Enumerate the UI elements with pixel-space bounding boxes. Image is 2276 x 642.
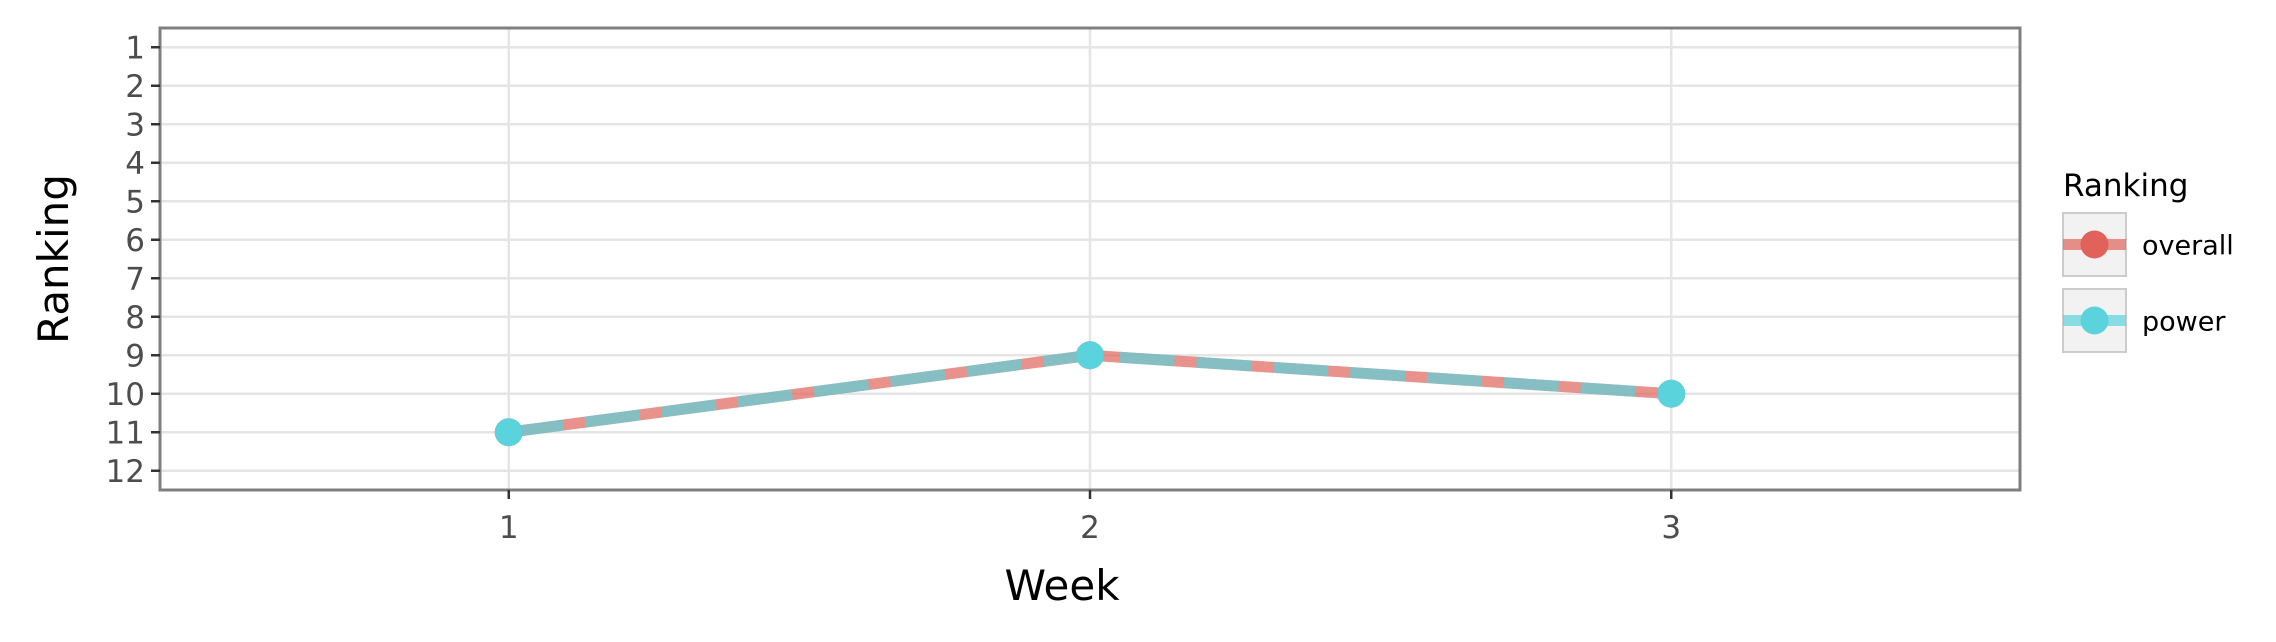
y-tick-label: 11 xyxy=(106,415,145,451)
legend-item-power: power xyxy=(2062,288,2226,353)
y-tick-label: 12 xyxy=(106,454,145,490)
x-axis: 1 2 3 xyxy=(499,490,1681,546)
y-tick-label: 5 xyxy=(125,184,145,220)
grid-lines xyxy=(160,28,2020,490)
series-point-power xyxy=(1076,341,1104,370)
series-point-power xyxy=(494,418,523,447)
legend: Ranking overall power xyxy=(2062,168,2234,353)
legend-item-overall: overall xyxy=(2062,212,2234,277)
x-axis-title: Week xyxy=(1004,561,1120,610)
y-tick-label: 2 xyxy=(125,69,145,105)
x-tick-label: 1 xyxy=(499,510,519,546)
x-tick-label: 2 xyxy=(1080,510,1100,546)
y-tick-label: 4 xyxy=(125,146,145,182)
series-points xyxy=(494,341,1686,447)
y-tick-label: 10 xyxy=(106,377,145,413)
y-tick-label: 1 xyxy=(125,30,145,66)
legend-label: power xyxy=(2142,307,2226,338)
y-tick-label: 9 xyxy=(125,338,145,374)
y-axis-title: Ranking xyxy=(29,174,78,344)
legend-key-point xyxy=(2080,230,2109,259)
legend-key-point xyxy=(2080,306,2109,335)
y-tick-label: 3 xyxy=(125,107,145,143)
x-tick-label: 3 xyxy=(1661,510,1681,546)
y-tick-label: 7 xyxy=(125,261,145,297)
series-point-power xyxy=(1657,379,1686,408)
y-tick-label: 6 xyxy=(125,223,145,259)
legend-label: overall xyxy=(2142,231,2234,262)
y-tick-label: 8 xyxy=(125,300,145,336)
legend-title: Ranking xyxy=(2063,168,2188,204)
